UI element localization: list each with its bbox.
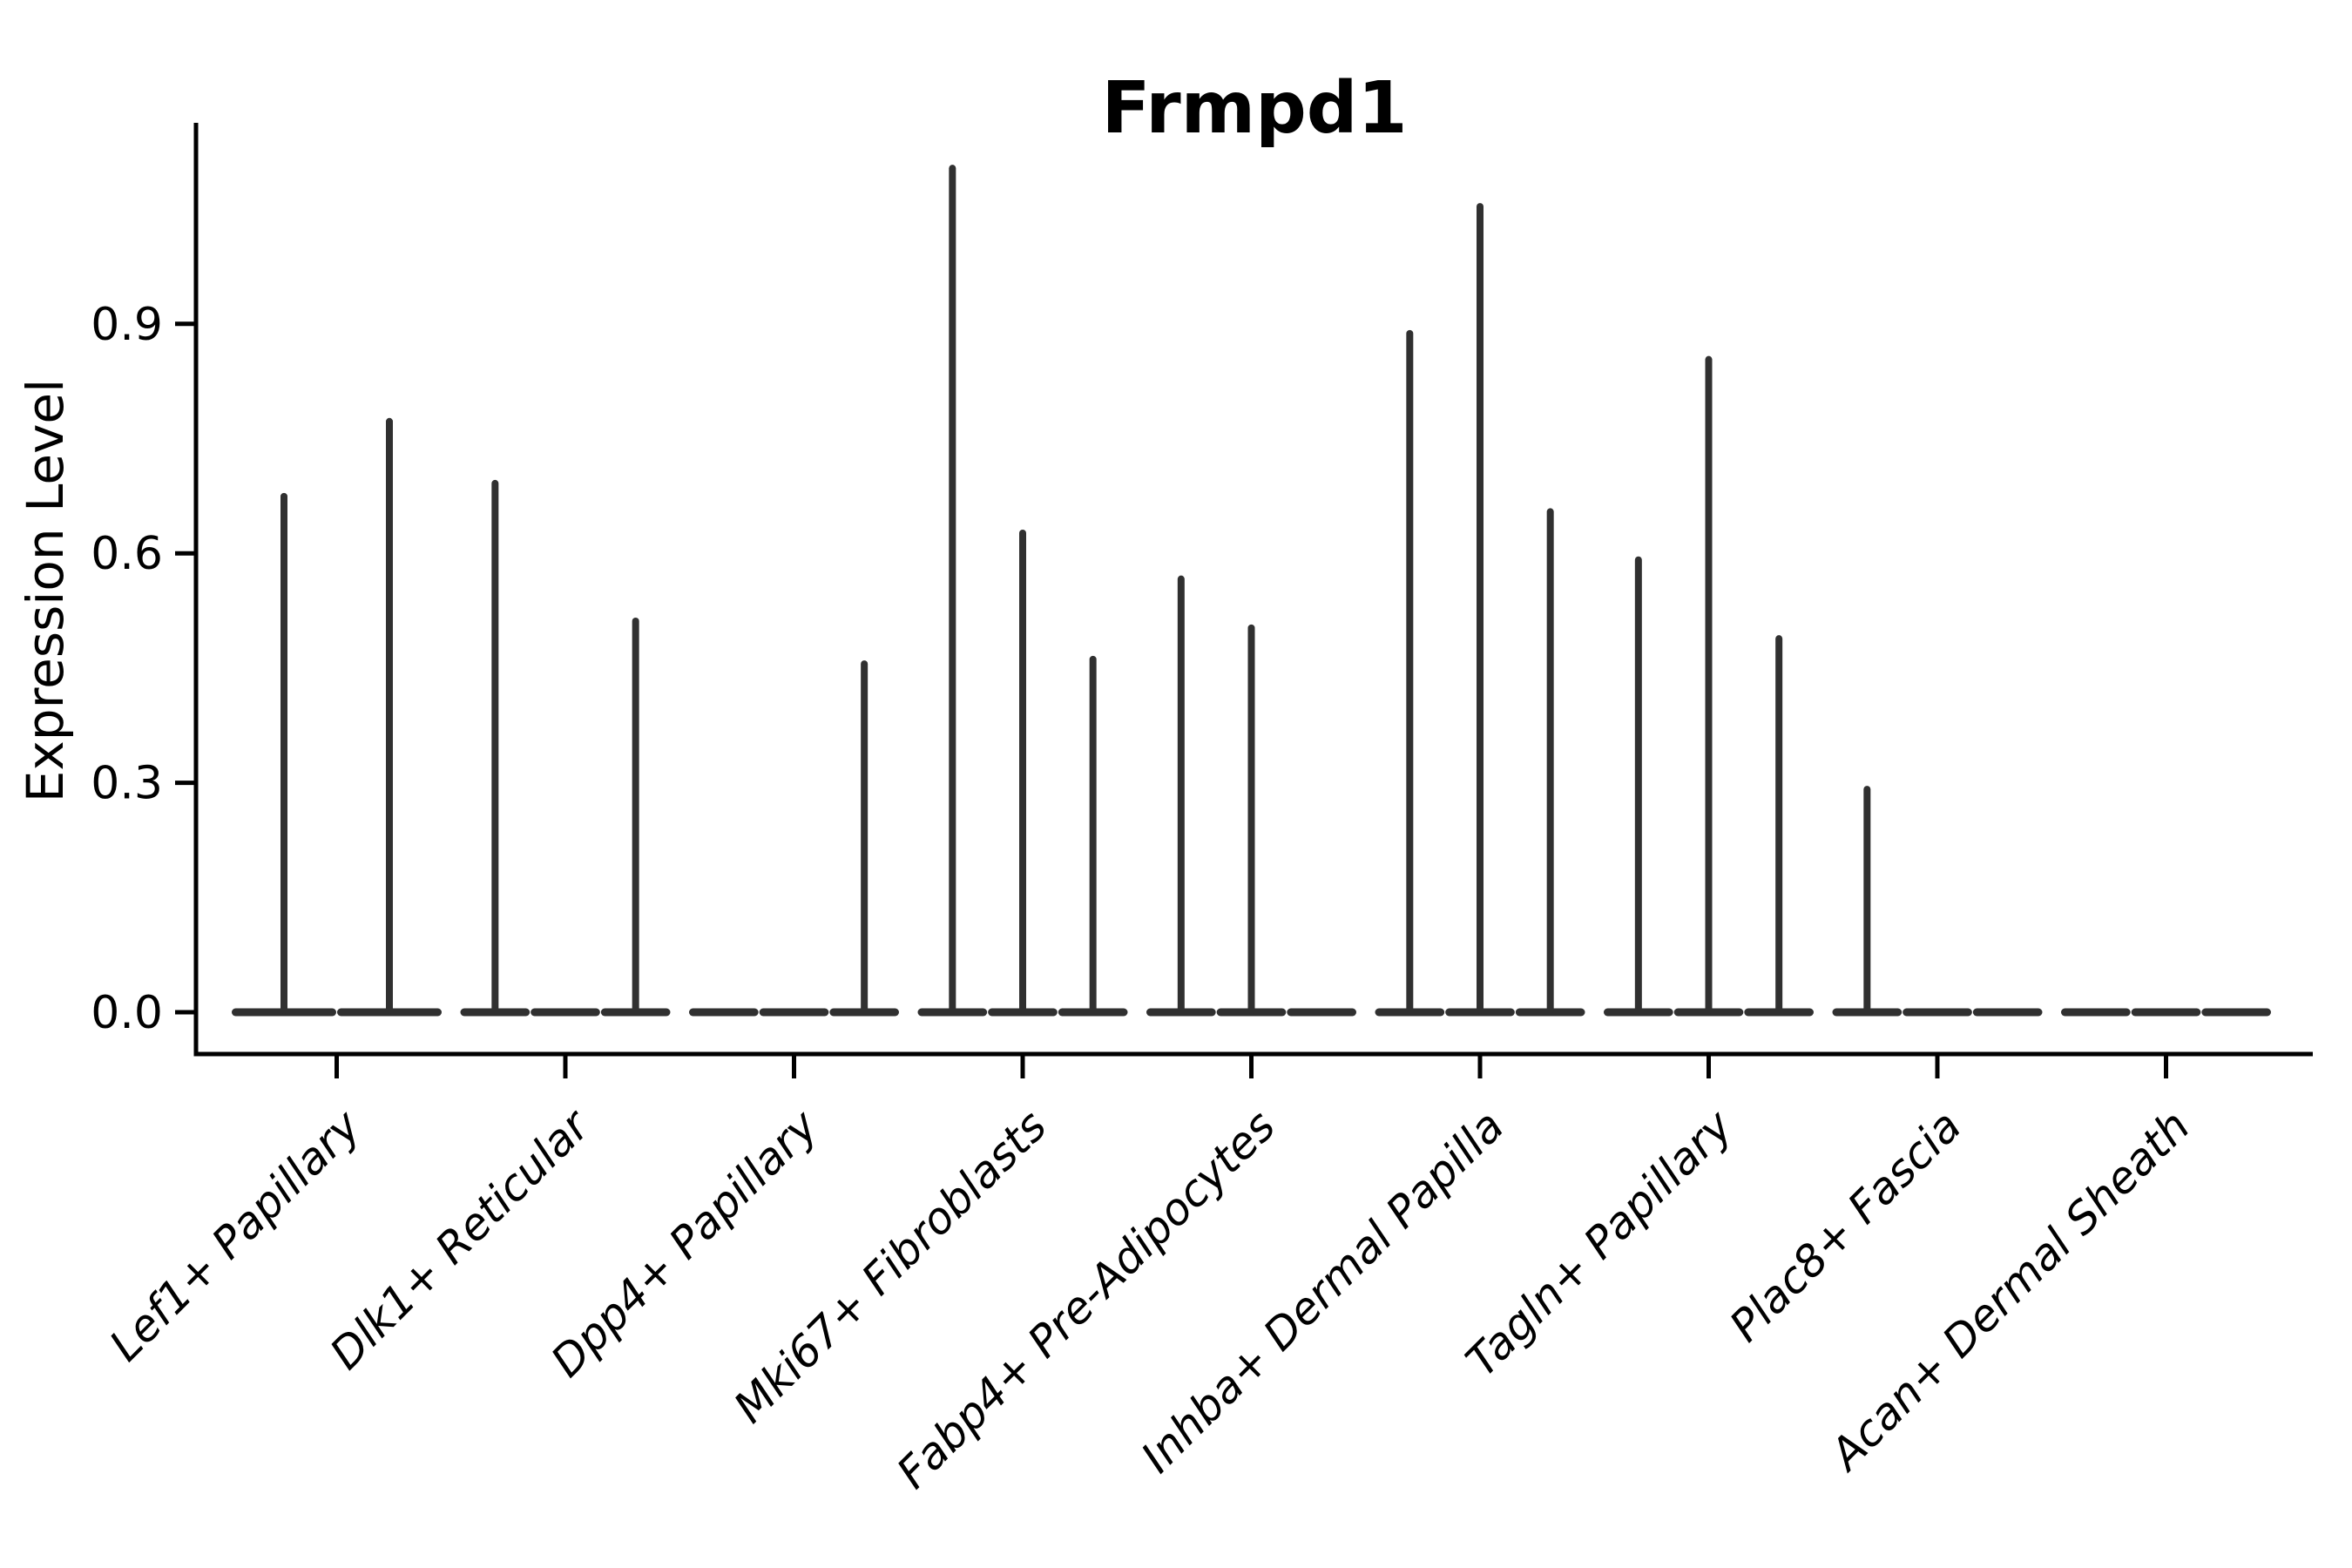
- y-axis-label: Expression Level: [16, 379, 75, 802]
- x-category-label: Acan+ Dermal Sheath: [1819, 1100, 2200, 1481]
- y-tick-label: 0.6: [91, 528, 163, 580]
- y-tick-label: 0.0: [91, 987, 163, 1039]
- plot-title: Frmpd1: [1101, 67, 1407, 150]
- x-category-label: Inhba+ Dermal Papilla: [1132, 1100, 1513, 1482]
- x-axis-ticks: [335, 1054, 2168, 1078]
- x-category-label: Plac8+ Fascia: [1720, 1100, 1971, 1351]
- x-category-label: Lef1+ Papillary: [100, 1099, 371, 1370]
- y-tick-label: 0.3: [91, 758, 163, 810]
- y-tick-label: 0.9: [91, 299, 163, 351]
- y-axis-ticks: 0.0 0.3 0.6 0.9: [91, 299, 196, 1039]
- x-category-label: Fabp4+ Pre-Adipocytes: [887, 1100, 1285, 1498]
- violin-marks: [232, 165, 2271, 1017]
